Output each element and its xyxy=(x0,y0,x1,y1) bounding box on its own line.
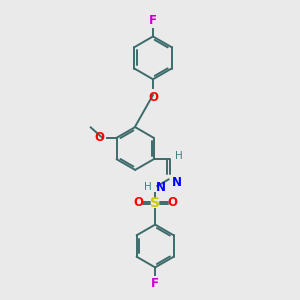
Text: S: S xyxy=(150,196,160,210)
Text: O: O xyxy=(94,131,104,144)
Text: H: H xyxy=(143,182,151,193)
Text: O: O xyxy=(148,91,158,103)
Text: N: N xyxy=(172,176,182,189)
Text: N: N xyxy=(156,181,166,194)
Text: F: F xyxy=(149,14,157,27)
Text: F: F xyxy=(151,277,159,290)
Text: O: O xyxy=(167,196,177,209)
Text: H: H xyxy=(176,151,183,160)
Text: O: O xyxy=(133,196,143,209)
